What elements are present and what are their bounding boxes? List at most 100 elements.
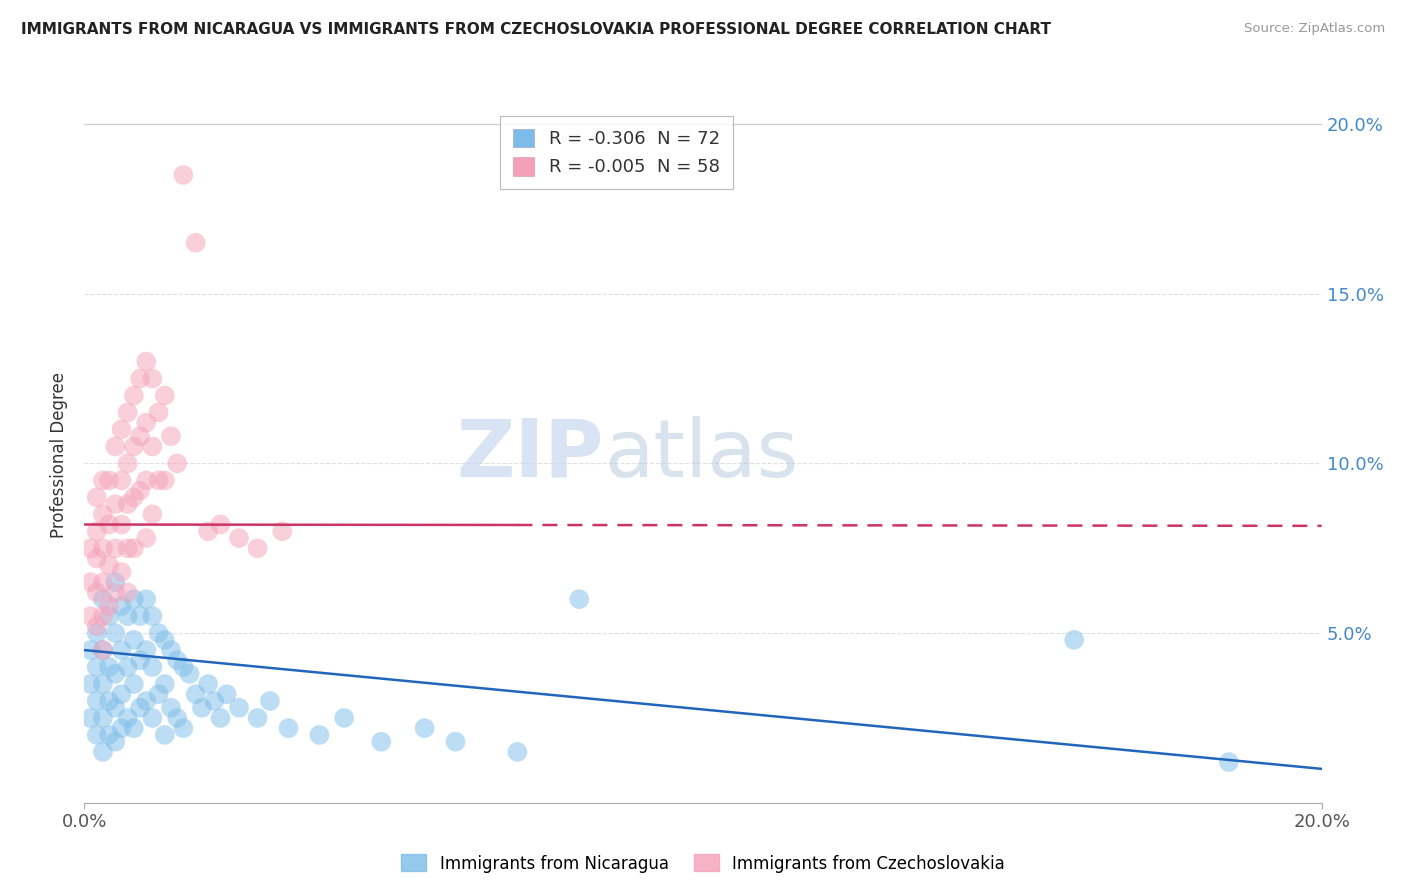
Point (110, 599, 132, 613)
Point (104, 497, 127, 511)
Point (91, 609, 114, 624)
Point (86, 491, 108, 505)
Point (141, 609, 163, 624)
Point (110, 687, 132, 701)
Point (110, 474, 132, 488)
Point (98, 660, 121, 674)
Point (79, 575, 101, 590)
Point (91, 508, 114, 522)
Point (308, 728, 330, 742)
Point (246, 711, 269, 725)
Point (104, 541, 127, 556)
Point (160, 643, 183, 657)
Point (141, 439, 163, 453)
Point (110, 517, 132, 532)
Point (86, 524, 108, 539)
Point (98, 694, 121, 708)
Point (91, 474, 114, 488)
Point (91, 643, 114, 657)
Point (86, 694, 108, 708)
Point (91, 541, 114, 556)
Point (86, 626, 108, 640)
Legend: R = -0.306  N = 72, R = -0.005  N = 58: R = -0.306 N = 72, R = -0.005 N = 58 (501, 116, 733, 189)
Point (98, 474, 121, 488)
Point (135, 354, 157, 368)
Point (117, 660, 139, 674)
Point (1063, 632, 1085, 647)
Point (135, 694, 157, 708)
Point (197, 677, 219, 691)
Point (122, 491, 145, 505)
Point (98, 517, 121, 532)
Point (135, 531, 157, 545)
Point (122, 388, 145, 402)
Point (110, 422, 132, 436)
Point (179, 666, 201, 681)
Point (202, 694, 225, 708)
Point (259, 694, 281, 708)
Point (98, 558, 121, 573)
Point (86, 585, 108, 599)
Point (506, 745, 529, 759)
Point (98, 609, 121, 624)
Point (444, 735, 467, 749)
Point (117, 405, 139, 419)
Point (370, 735, 392, 749)
Point (271, 524, 294, 539)
Point (191, 700, 214, 714)
Point (104, 575, 127, 590)
Point (135, 592, 157, 607)
Point (79, 609, 101, 624)
Point (79, 711, 101, 725)
Point (91, 575, 114, 590)
Point (166, 653, 188, 667)
Point (91, 745, 114, 759)
Point (246, 541, 269, 556)
Point (333, 711, 356, 725)
Point (160, 700, 183, 714)
Point (122, 632, 145, 647)
Point (117, 541, 139, 556)
Point (277, 721, 299, 735)
Point (98, 599, 121, 613)
Point (98, 728, 121, 742)
Text: ZIP: ZIP (457, 416, 605, 494)
Point (122, 541, 145, 556)
Point (153, 388, 176, 402)
Point (172, 660, 194, 674)
Point (141, 371, 163, 385)
Point (104, 585, 127, 599)
Point (104, 626, 127, 640)
Point (86, 728, 108, 742)
Point (104, 439, 127, 453)
Point (148, 687, 170, 701)
Point (166, 711, 188, 725)
Point (148, 626, 170, 640)
Text: Source: ZipAtlas.com: Source: ZipAtlas.com (1244, 22, 1385, 36)
Point (153, 677, 176, 691)
Point (172, 168, 194, 182)
Point (1218, 755, 1240, 769)
Point (413, 721, 436, 735)
Point (148, 405, 170, 419)
Point (153, 632, 176, 647)
Point (197, 524, 219, 539)
Point (172, 721, 194, 735)
Point (110, 721, 132, 735)
Point (104, 666, 127, 681)
Point (117, 609, 139, 624)
Point (117, 585, 139, 599)
Point (568, 592, 591, 607)
Point (91, 677, 114, 691)
Point (135, 474, 157, 488)
Point (153, 474, 176, 488)
Point (86, 619, 108, 633)
Text: IMMIGRANTS FROM NICARAGUA VS IMMIGRANTS FROM CZECHOSLOVAKIA PROFESSIONAL DEGREE : IMMIGRANTS FROM NICARAGUA VS IMMIGRANTS … (21, 22, 1052, 37)
Point (91, 643, 114, 657)
Point (135, 643, 157, 657)
Point (184, 235, 207, 250)
Point (160, 429, 183, 443)
Legend: Immigrants from Nicaragua, Immigrants from Czechoslovakia: Immigrants from Nicaragua, Immigrants fr… (395, 847, 1011, 880)
Point (129, 371, 152, 385)
Point (129, 653, 152, 667)
